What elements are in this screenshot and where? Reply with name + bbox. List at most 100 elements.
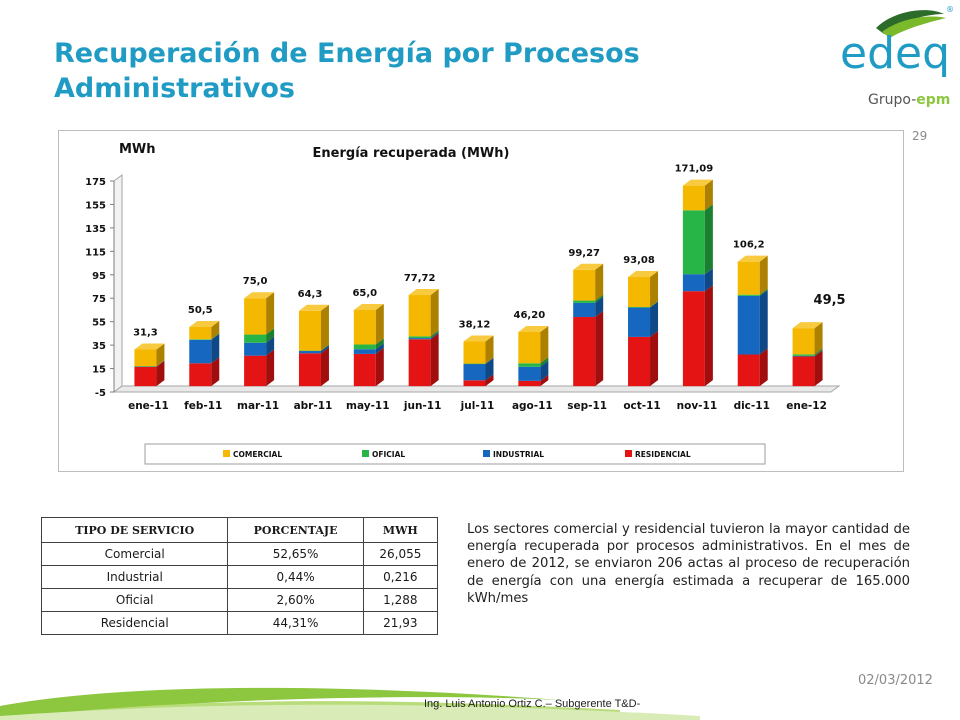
legend-swatch	[625, 450, 632, 457]
bar-segment	[737, 261, 760, 295]
bar-segment-side	[704, 285, 713, 387]
legend-box	[144, 443, 766, 465]
bar-segment	[682, 291, 705, 387]
bar-top-face	[189, 320, 220, 327]
bar-top-face	[518, 325, 549, 332]
bar-segment	[518, 331, 541, 364]
bar-segment-side	[704, 179, 713, 211]
table-cell: 0,44%	[227, 565, 364, 589]
bar-top-face	[737, 255, 768, 262]
bar-segment	[353, 349, 376, 354]
table-row: Industrial 0,44% 0,216	[40, 565, 439, 589]
y-tick-label: 175	[85, 177, 106, 188]
legend-swatch	[362, 450, 369, 457]
bar-segment	[189, 339, 212, 364]
bar-top-face	[682, 179, 713, 186]
x-tick-label: ene-11	[128, 400, 169, 412]
bar-segment-side	[485, 357, 494, 381]
bar-segment	[244, 342, 267, 356]
bar-top-face	[244, 292, 275, 299]
chart-frame: Energía recuperada (MWh) MWh -5 15 35 55 75 95 1…	[58, 130, 904, 472]
bar-segment-side	[759, 348, 768, 387]
edeq-logo: ® edeq Grupo-epm	[840, 5, 954, 108]
bar-segment-side	[704, 204, 713, 275]
bar-segment-side	[430, 332, 439, 340]
x-tick-label: oct-11	[623, 400, 660, 412]
bar-total-label: 106,2	[733, 240, 765, 251]
slide-number: 29	[912, 129, 928, 143]
legend-swatch	[223, 450, 230, 457]
bar-total-label: 99,27	[568, 248, 600, 259]
table-row: Comercial 52,65% 26,055	[40, 542, 439, 566]
bar-segment	[792, 355, 815, 357]
bar-segment	[244, 298, 267, 335]
bar-segment-side	[430, 330, 439, 339]
x-tick-label: dic-11	[734, 400, 770, 412]
table-cell: 1,288	[362, 588, 439, 612]
chart-floor	[112, 385, 841, 393]
bar-segment	[244, 355, 267, 387]
bar-segment-side	[375, 343, 384, 354]
bar-segment-side	[156, 360, 165, 367]
bar-segment-side	[595, 263, 604, 301]
bar-segment	[792, 328, 815, 355]
legend-swatch	[483, 450, 490, 457]
bar-segment	[682, 274, 705, 292]
legend-label: OFICIAL	[372, 450, 405, 459]
table-cell: 2,60%	[227, 588, 364, 612]
bar-segment	[518, 380, 541, 387]
y-tick-label: 35	[92, 341, 106, 352]
bar-segment-side	[266, 349, 275, 387]
bar-segment	[134, 349, 157, 367]
bar-segment	[573, 269, 596, 301]
bar-segment-side	[485, 335, 494, 364]
bar-segment-side	[540, 357, 549, 367]
bar-segment	[298, 350, 321, 352]
bar-segment	[518, 366, 541, 381]
bar-top-face	[573, 263, 604, 270]
bar-segment-side	[650, 301, 659, 337]
bar-segment	[244, 334, 267, 343]
bar-segment-side	[595, 310, 604, 387]
bar-segment-side	[266, 328, 275, 343]
bar-segment-side	[759, 288, 768, 296]
table-row: Oficial 2,60% 1,288	[40, 588, 439, 612]
table-header-service-type: TIPO DE SERVICIO	[40, 517, 229, 543]
bar-total-label: 65,0	[352, 288, 377, 299]
bar-segment-side	[211, 357, 220, 387]
table-cell: Oficial	[40, 588, 229, 612]
bar-segment-side	[485, 374, 494, 387]
bar-segment	[628, 307, 651, 308]
slide-date: 02/03/2012	[858, 673, 933, 688]
bar-segment	[682, 210, 705, 275]
bar-segment	[792, 356, 815, 387]
bar-total-label: 64,3	[298, 289, 323, 300]
bar-segment-side	[375, 347, 384, 387]
bar-segment	[573, 300, 596, 303]
bar-segment	[189, 363, 212, 387]
bar-segment	[134, 366, 157, 387]
x-tick-label: mar-11	[237, 400, 279, 412]
bar-segment-side	[375, 338, 384, 350]
table-header-percentage: PORCENTAJE	[227, 517, 364, 543]
bar-segment	[792, 354, 815, 356]
x-tick-label: ene-12	[786, 400, 827, 412]
bar-segment-side	[211, 333, 220, 340]
service-type-table: TIPO DE SERVICIO PORCENTAJE MWH Comercia…	[40, 517, 439, 635]
bar-segment-side	[650, 330, 659, 387]
bar-total-label: 38,12	[459, 319, 491, 330]
bar-segment	[463, 363, 486, 381]
bar-top-face	[353, 303, 384, 310]
y-tick-label: 115	[85, 247, 106, 258]
bar-segment	[298, 353, 321, 387]
bar-top-face	[298, 304, 329, 311]
bar-segment-side	[814, 348, 823, 356]
bar-segment-side	[320, 344, 329, 351]
bar-segment-side	[156, 360, 165, 387]
x-tick-label: nov-11	[677, 400, 718, 412]
bar-segment	[628, 336, 651, 387]
energy-recovered-chart: Energía recuperada (MWh) MWh -5 15 35 55 75 95 1…	[85, 142, 846, 465]
legend-label: COMERCIAL	[233, 450, 282, 459]
table-cell: Industrial	[40, 565, 229, 589]
bar-segment-side	[320, 347, 329, 387]
